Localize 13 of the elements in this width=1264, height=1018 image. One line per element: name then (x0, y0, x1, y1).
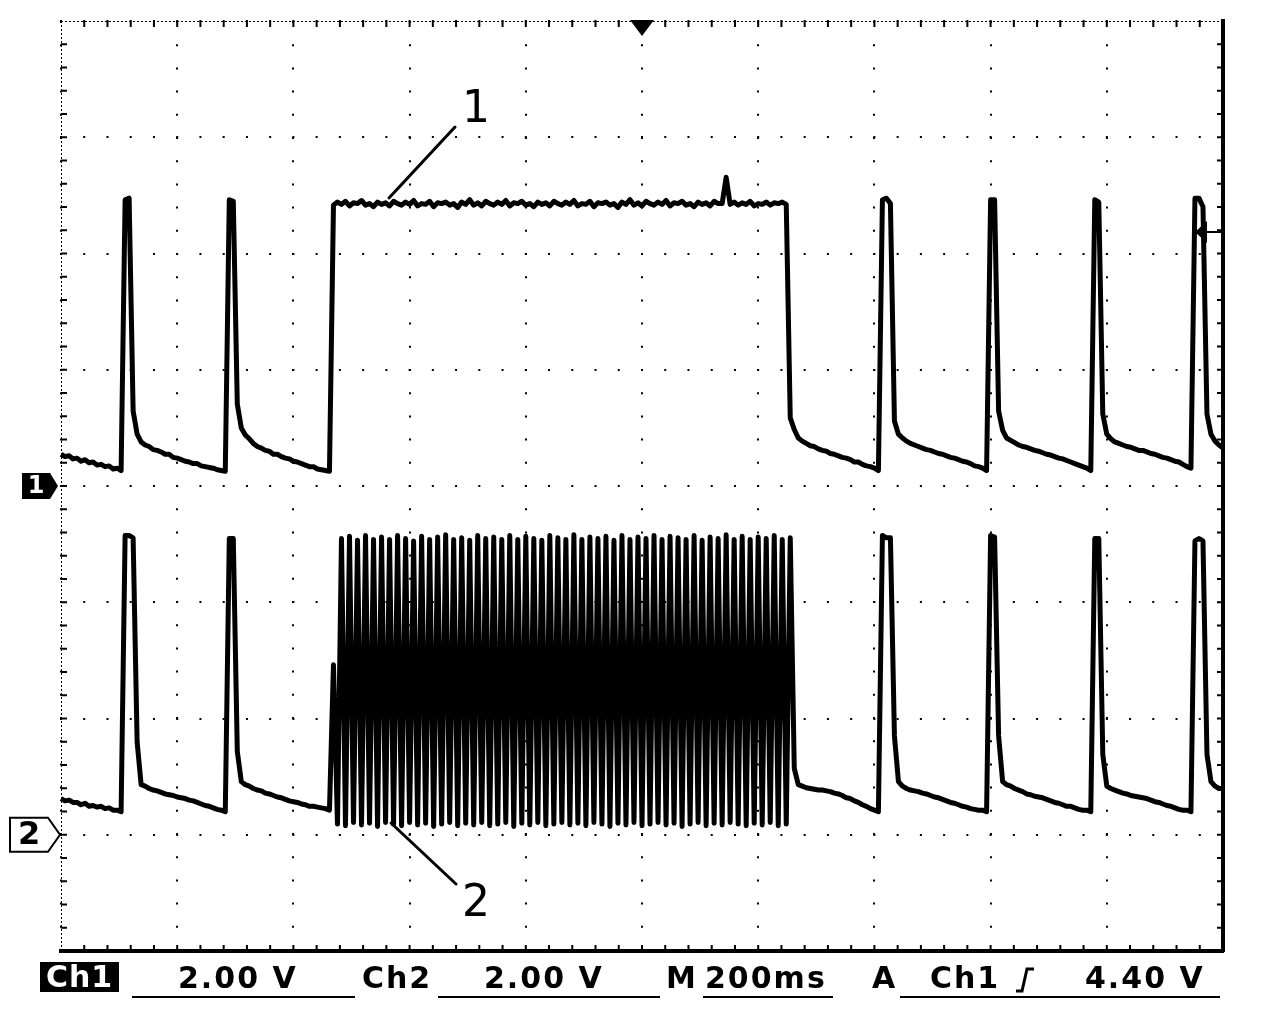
text: 2 (17, 814, 41, 853)
text: 4.40 V (1085, 960, 1205, 995)
annotation: 2 (462, 875, 490, 927)
text: 1 (27, 471, 45, 500)
text: M (666, 960, 698, 995)
text: Ch1 (40, 959, 120, 994)
text: A (872, 960, 898, 995)
text: Ch1 (930, 960, 1001, 995)
text: Ch2 (362, 960, 433, 995)
text: 2.00 V (178, 960, 298, 995)
text: 200ms (705, 960, 827, 995)
text: 1 (462, 81, 490, 133)
text: 2.00 V (484, 960, 604, 995)
